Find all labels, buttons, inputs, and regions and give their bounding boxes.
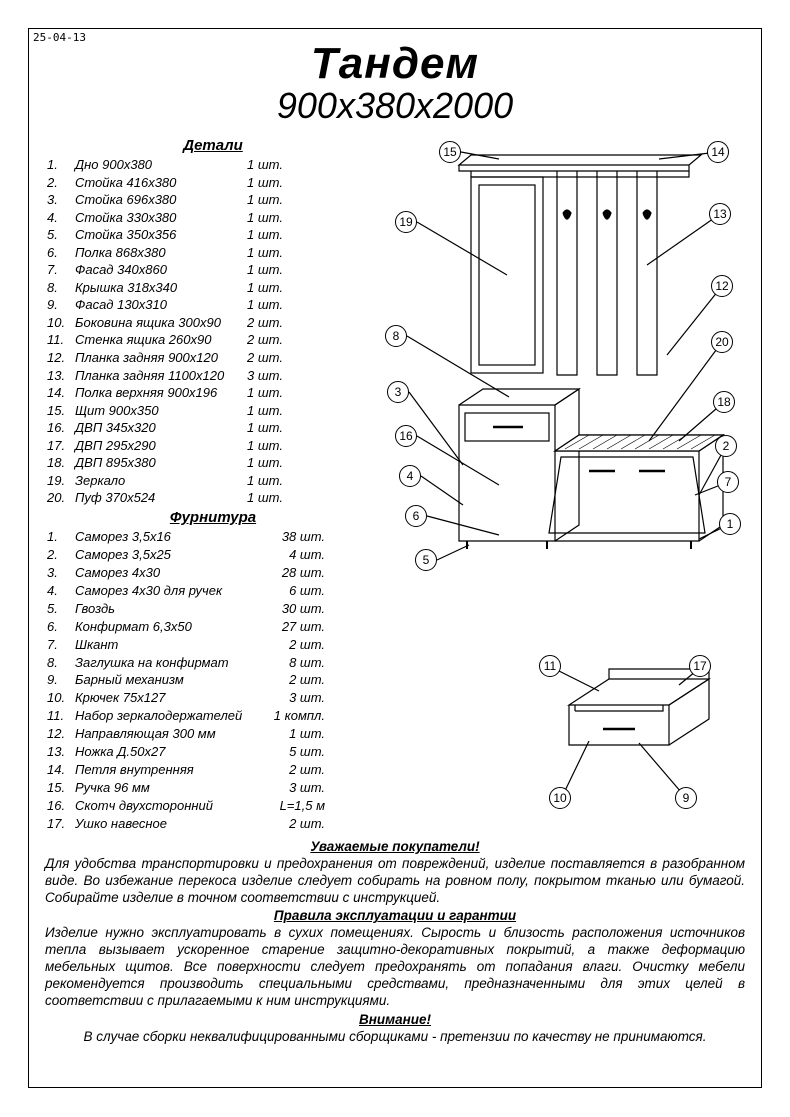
- callout-6: 6: [405, 505, 427, 527]
- callout-17: 17: [689, 655, 711, 677]
- assembly-diagram: [379, 135, 749, 585]
- parts-row: 5.Стойка 350х3561 шт.: [47, 226, 379, 244]
- callout-12: 12: [711, 275, 733, 297]
- callout-13: 13: [709, 203, 731, 225]
- hardware-row: 3.Саморез 4х3028 шт.: [47, 564, 379, 582]
- callout-8: 8: [385, 325, 407, 347]
- callout-9: 9: [675, 787, 697, 809]
- parts-row: 10.Боковина ящика 300х902 шт.: [47, 314, 379, 332]
- parts-row: 15.Щит 900х3501 шт.: [47, 402, 379, 420]
- date-code: 25-04-13: [33, 31, 86, 44]
- notice-block: Уважаемые покупатели! Для удобства транс…: [39, 839, 751, 1046]
- parts-row: 6.Полка 868х3801 шт.: [47, 244, 379, 262]
- parts-row: 16.ДВП 345х3201 шт.: [47, 419, 379, 437]
- hardware-header: Фурнитура: [47, 509, 379, 526]
- hardware-row: 10.Крючек 75х1273 шт.: [47, 689, 379, 707]
- callout-18: 18: [713, 391, 735, 413]
- hardware-row: 9.Барный механизм2 шт.: [47, 671, 379, 689]
- callout-19: 19: [395, 211, 417, 233]
- hardware-row: 15.Ручка 96 мм3 шт.: [47, 779, 379, 797]
- notice3-heading: Внимание!: [45, 1012, 745, 1029]
- parts-row: 3.Стойка 696х3801 шт.: [47, 191, 379, 209]
- callout-15: 15: [439, 141, 461, 163]
- hardware-row: 13.Ножка Д.50х275 шт.: [47, 743, 379, 761]
- product-dimensions: 900x380x2000: [39, 85, 751, 127]
- callout-10: 10: [549, 787, 571, 809]
- parts-row: 17.ДВП 295х2901 шт.: [47, 437, 379, 455]
- callout-14: 14: [707, 141, 729, 163]
- hardware-row: 14.Петля внутренняя2 шт.: [47, 761, 379, 779]
- hardware-row: 7.Шкант2 шт.: [47, 636, 379, 654]
- parts-row: 1.Дно 900х3801 шт.: [47, 156, 379, 174]
- parts-row: 14.Полка верхняя 900х1961 шт.: [47, 384, 379, 402]
- page-frame: 25-04-13 Тандем 900x380x2000 Детали 1.Дн…: [28, 28, 762, 1088]
- callout-3: 3: [387, 381, 409, 403]
- specs-column: Детали 1.Дно 900х3801 шт.2.Стойка 416х38…: [39, 135, 379, 833]
- parts-row: 2.Стойка 416х3801 шт.: [47, 174, 379, 192]
- notice1-text: Для удобства транспортировки и предохран…: [45, 856, 745, 907]
- hardware-row: 11.Набор зеркалодержателей1 компл.: [47, 707, 379, 725]
- hardware-row: 4.Саморез 4х30 для ручек6 шт.: [47, 582, 379, 600]
- parts-row: 4.Стойка 330х3801 шт.: [47, 209, 379, 227]
- hardware-row: 16.Скотч двухстороннийL=1,5 м: [47, 797, 379, 815]
- hardware-row: 8.Заглушка на конфирмат8 шт.: [47, 654, 379, 672]
- notice3-text: В случае сборки неквалифицированными сбо…: [45, 1029, 745, 1046]
- hardware-row: 2.Саморез 3,5х254 шт.: [47, 546, 379, 564]
- hardware-row: 6.Конфирмат 6,3х5027 шт.: [47, 618, 379, 636]
- product-title: Тандем: [39, 39, 751, 89]
- parts-row: 18.ДВП 895х3801 шт.: [47, 454, 379, 472]
- parts-row: 9.Фасад 130х3101 шт.: [47, 296, 379, 314]
- callout-11: 11: [539, 655, 561, 677]
- parts-row: 13.Планка задняя 1100х1203 шт.: [47, 367, 379, 385]
- hardware-row: 1.Саморез 3,5х1638 шт.: [47, 528, 379, 546]
- callout-5: 5: [415, 549, 437, 571]
- hardware-row: 5.Гвоздь30 шт.: [47, 600, 379, 618]
- notice2-heading: Правила эксплуатации и гарантии: [45, 908, 745, 925]
- parts-header: Детали: [47, 137, 379, 154]
- notice1-heading: Уважаемые покупатели!: [45, 839, 745, 856]
- parts-row: 8.Крышка 318х3401 шт.: [47, 279, 379, 297]
- callout-7: 7: [717, 471, 739, 493]
- parts-row: 20.Пуф 370х5241 шт.: [47, 489, 379, 507]
- callout-2: 2: [715, 435, 737, 457]
- callout-1: 1: [719, 513, 741, 535]
- callout-16: 16: [395, 425, 417, 447]
- parts-row: 11.Стенка ящика 260х902 шт.: [47, 331, 379, 349]
- notice2-text: Изделие нужно эксплуатировать в сухих по…: [45, 925, 745, 1009]
- hardware-row: 12.Направляющая 300 мм1 шт.: [47, 725, 379, 743]
- parts-row: 7.Фасад 340х8601 шт.: [47, 261, 379, 279]
- parts-row: 19.Зеркало1 шт.: [47, 472, 379, 490]
- callout-20: 20: [711, 331, 733, 353]
- parts-row: 12.Планка задняя 900х1202 шт.: [47, 349, 379, 367]
- parts-list: 1.Дно 900х3801 шт.2.Стойка 416х3801 шт.3…: [47, 156, 379, 507]
- hardware-row: 17.Ушко навесное2 шт.: [47, 815, 379, 833]
- diagram-column: 1234567812131415161819209101117: [379, 135, 751, 833]
- hardware-list: 1.Саморез 3,5х1638 шт.2.Саморез 3,5х254 …: [47, 528, 379, 833]
- callout-4: 4: [399, 465, 421, 487]
